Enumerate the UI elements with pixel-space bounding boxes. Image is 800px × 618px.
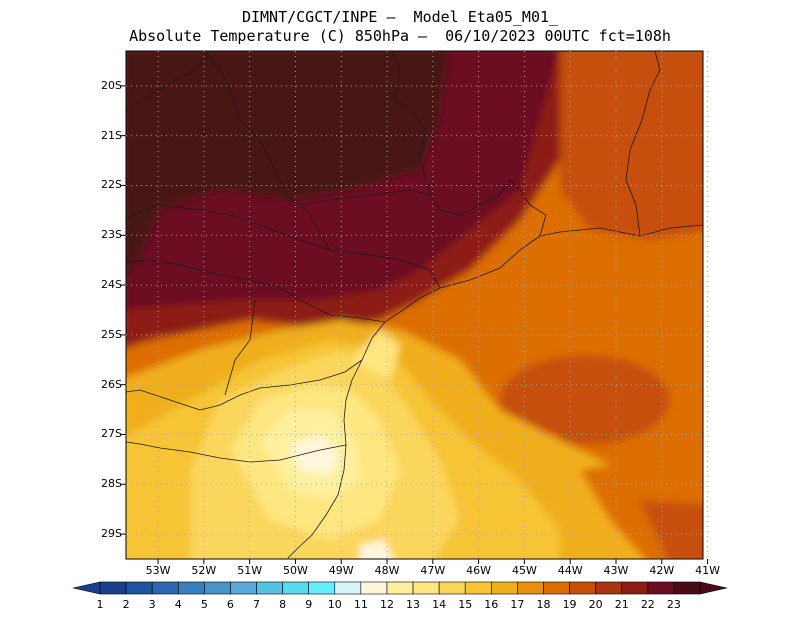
temperature-field xyxy=(126,51,703,559)
colorbar-tick-label: 4 xyxy=(174,598,182,611)
colorbar-tick-label: 15 xyxy=(458,598,473,611)
colorbar-swatch xyxy=(151,581,179,595)
colorbar-tick-label: 7 xyxy=(253,598,261,611)
lon-tick-label: 45W xyxy=(511,564,537,577)
graticule xyxy=(126,51,709,559)
colorbar-swatch xyxy=(412,581,440,595)
lon-tick-label: 48W xyxy=(374,564,400,577)
colorbar-tick-label: 2 xyxy=(122,598,130,611)
lat-tick-label: 25S xyxy=(101,327,122,341)
colorbar-swatch xyxy=(230,581,257,595)
lat-tick-label: 20S xyxy=(101,78,122,92)
colorbar-tick-label: 11 xyxy=(353,598,368,611)
colorbar-swatch xyxy=(125,581,153,595)
colorbar-swatch xyxy=(595,581,623,595)
colorbar-swatch xyxy=(99,581,127,595)
lon-tick-label: 42W xyxy=(649,564,675,577)
colorbar-tick-label: 3 xyxy=(148,598,156,611)
colorbar xyxy=(72,581,728,595)
colorbar-tick-label: 23 xyxy=(666,598,681,611)
lat-tick-label: 21S xyxy=(101,128,122,142)
colorbar-swatch xyxy=(360,581,388,595)
colorbar-swatch xyxy=(256,581,283,595)
colorbar-swatch xyxy=(204,581,231,595)
colorbar-swatch xyxy=(308,581,336,595)
map-title-line-2: Absolute Temperature (C) 850hPa – 06/10/… xyxy=(129,27,671,45)
lat-tick-label: 29S xyxy=(101,527,122,541)
colorbar-tick-label: 20 xyxy=(588,598,603,611)
lon-tick-label: 44W xyxy=(557,564,583,577)
colorbar-swatch xyxy=(647,581,675,595)
colorbar-swatch xyxy=(177,581,205,595)
colorbar-tick-label: 1 xyxy=(96,598,104,611)
colorbar-tick-label: 10 xyxy=(327,598,342,611)
colorbar-tick-label: 21 xyxy=(614,598,629,611)
colorbar-swatch xyxy=(569,581,596,595)
lat-tick-label: 24S xyxy=(101,278,122,292)
lon-tick-label: 47W xyxy=(420,564,446,577)
lon-tick-label: 51W xyxy=(237,564,263,577)
coastline-and-borders xyxy=(126,51,703,559)
lat-tick-label: 28S xyxy=(101,477,122,491)
colorbar-swatch xyxy=(673,581,701,595)
lon-tick-label: 46W xyxy=(466,564,492,577)
lat-tick-label: 22S xyxy=(101,178,122,192)
lat-tick-label: 23S xyxy=(101,228,122,242)
colorbar-tick-label: 12 xyxy=(379,598,394,611)
lat-tick-label: 26S xyxy=(101,377,122,391)
colorbar-tick-label: 18 xyxy=(536,598,551,611)
lon-tick-label: 52W xyxy=(191,564,217,577)
colorbar-swatch xyxy=(282,581,309,595)
colorbar-tick-label: 9 xyxy=(305,598,313,611)
colorbar-tick-label: 19 xyxy=(562,598,577,611)
lon-tick-label: 53W xyxy=(145,564,171,577)
lon-tick-label: 49W xyxy=(328,564,354,577)
colorbar-tick-label: 5 xyxy=(200,598,208,611)
colorbar-swatch xyxy=(438,581,466,595)
colorbar-tick-label: 8 xyxy=(279,598,287,611)
colorbar-swatch xyxy=(334,581,362,595)
lon-tick-label: 43W xyxy=(603,564,629,577)
colorbar-swatch xyxy=(517,581,544,595)
colorbar-swatch xyxy=(464,581,492,595)
colorbar-tick-label: 17 xyxy=(510,598,525,611)
colorbar-tick-label: 6 xyxy=(226,598,234,611)
colorbar-swatch xyxy=(621,581,649,595)
colorbar-swatch xyxy=(386,581,414,595)
plot-frame xyxy=(125,50,704,560)
colorbar-swatch xyxy=(491,581,518,595)
colorbar-tick-label: 22 xyxy=(640,598,655,611)
colorbar-tick-label: 14 xyxy=(432,598,447,611)
lon-tick-label: 41W xyxy=(695,564,721,577)
colorbar-swatch xyxy=(543,581,570,595)
map-title-line-1: DIMNT/CGCT/INPE – Model Eta05_M01_ xyxy=(241,8,559,26)
lon-tick-label: 50W xyxy=(282,564,308,577)
colorbar-tick-label: 16 xyxy=(484,598,499,611)
axis-ticks xyxy=(121,85,709,564)
colorbar-low-arrow xyxy=(72,581,101,595)
lat-tick-label: 27S xyxy=(101,427,122,441)
colorbar-high-arrow xyxy=(699,581,728,595)
colorbar-tick-label: 13 xyxy=(406,598,421,611)
